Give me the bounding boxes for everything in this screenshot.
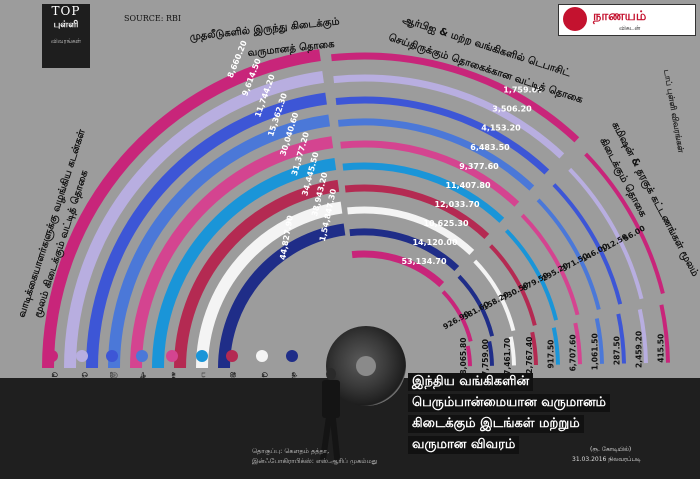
investments-arc xyxy=(347,206,475,255)
commission-arc xyxy=(616,313,626,364)
investments-value-label: 3,506.20 xyxy=(492,105,532,114)
commission-value-label: 18,065.80 xyxy=(459,338,468,380)
investments-arc xyxy=(337,118,535,191)
bank-logo-icon xyxy=(46,350,58,362)
loans-arc xyxy=(196,201,343,369)
loans-arc xyxy=(152,158,337,369)
badge-pulli-label: புள்ளி xyxy=(53,20,79,30)
investments-value-label: 53,134.70 xyxy=(401,257,446,266)
bank-logo-icon xyxy=(136,350,148,362)
badge-vivaram-label: விவரங்கள் xyxy=(50,38,82,45)
loans-arc xyxy=(108,114,331,369)
commission-value-label: 1,061.50 xyxy=(591,333,600,370)
title-top-stats: டாப் புள்ளி விவரங்கள் xyxy=(662,69,686,154)
credits-line-1: தொகுப்பு: கௌதம் தத்தா, xyxy=(252,447,330,455)
title-line-4: வருமான விவரம் xyxy=(408,436,520,454)
investments-arc xyxy=(349,228,460,272)
source-label: SOURCE: RBI xyxy=(124,14,182,23)
top-badge: TOP புள்ளி விவரங்கள் xyxy=(42,4,90,68)
investments-arc xyxy=(335,96,550,175)
date-note: 31.03.2016 நிலவரப்படி xyxy=(572,456,641,463)
commission-arc xyxy=(487,340,494,366)
credits-line-2: இன்ஃபோகிராபிக்ஸ்: எஸ்.ஆரிப் முகம்மது xyxy=(252,457,378,465)
commission-value-label: 7,759.00 xyxy=(481,339,490,376)
loans-arc xyxy=(174,179,340,369)
bank-logo-icon xyxy=(106,350,118,362)
investments-value-label: 1,759.60 xyxy=(503,86,543,95)
commission-arc xyxy=(637,308,648,364)
commission-value-label: 2,767.40 xyxy=(525,337,534,374)
bank-logo-icon xyxy=(76,350,88,362)
title-line-2: பெரும்பான்மையான வருமானம் xyxy=(408,394,611,412)
deposits-arc xyxy=(520,213,580,316)
commission-value-label: 415.50 xyxy=(657,334,666,363)
deposits-arc xyxy=(552,183,623,305)
deposits-arc xyxy=(457,274,495,337)
logo: நாணயம் விகடன் xyxy=(558,4,696,36)
deposits-arc xyxy=(473,259,516,332)
title-block: இந்திய வங்கிகளின் பெரும்பான்மையான வருமான… xyxy=(408,370,640,454)
investments-arc xyxy=(333,74,565,159)
commission-arc xyxy=(465,345,472,367)
badge-top-label: TOP xyxy=(51,4,81,18)
person-head xyxy=(326,368,336,380)
deposits-arc xyxy=(504,229,559,321)
commission-arc xyxy=(551,327,560,365)
bank-logo-icon xyxy=(256,350,268,362)
loans-arc xyxy=(218,223,346,369)
logo-emblem-icon xyxy=(563,7,587,31)
investments-arc xyxy=(340,140,520,207)
investments-value-label: 14,120.00 xyxy=(412,238,457,247)
commission-value-label: 287.50 xyxy=(613,336,622,365)
commission-value-label: 2,459.20 xyxy=(635,331,644,368)
loans-arc xyxy=(42,49,321,369)
logo-sub: விகடன் xyxy=(619,25,641,32)
investments-value-label: 6,483.50 xyxy=(470,143,510,152)
commission-arc xyxy=(530,331,538,366)
loans-arc xyxy=(64,70,324,369)
bank-logo-icon xyxy=(166,350,178,362)
loans-arc xyxy=(130,136,334,369)
commission-value-label: 917.50 xyxy=(547,340,556,369)
investments-value-label: 9,377.60 xyxy=(459,162,499,171)
investments-arc xyxy=(342,162,505,223)
investments-arc xyxy=(344,184,490,239)
credits: தொகுப்பு: கௌதம் தத்தா, இன்ஃபோகிராபிக்ஸ்:… xyxy=(252,446,377,466)
deposits-arc xyxy=(536,198,601,310)
unit-note: (ரூ. கோடியில்) xyxy=(590,446,632,453)
investments-arc xyxy=(351,250,445,288)
deposits-arc xyxy=(441,290,473,342)
commission-arc xyxy=(508,336,516,366)
commission-arc xyxy=(659,304,670,363)
deposits-arc xyxy=(568,167,644,300)
loans-arc xyxy=(86,92,327,369)
bank-logo-icon xyxy=(196,350,208,362)
deposits-arc xyxy=(489,244,537,326)
investments-arc xyxy=(331,52,580,143)
person-pushing-vault xyxy=(316,368,346,466)
commission-arc xyxy=(573,322,582,365)
bank-logo-icon xyxy=(226,350,238,362)
bank-logo-icon xyxy=(286,350,298,362)
investments-value-label: 11,407.80 xyxy=(445,181,490,190)
logo-name: நாணயம் xyxy=(593,9,647,24)
commission-arc xyxy=(594,318,604,364)
investments-value-label: 12,033.70 xyxy=(434,200,479,209)
commission-value-label: 6,707.60 xyxy=(569,334,578,371)
vault-hub xyxy=(356,356,376,376)
investments-value-label: 4,153.20 xyxy=(481,124,521,133)
commission-value-label: 7,461.70 xyxy=(503,338,512,375)
title-line-3: கிடைக்கும் இடங்கள் மற்றும் xyxy=(408,415,584,433)
person-body xyxy=(322,380,340,418)
deposits-arc xyxy=(584,152,665,294)
title-line-1: இந்திய வங்கிகளின் xyxy=(408,373,534,391)
investments-value-label: 10,625.30 xyxy=(423,219,468,228)
